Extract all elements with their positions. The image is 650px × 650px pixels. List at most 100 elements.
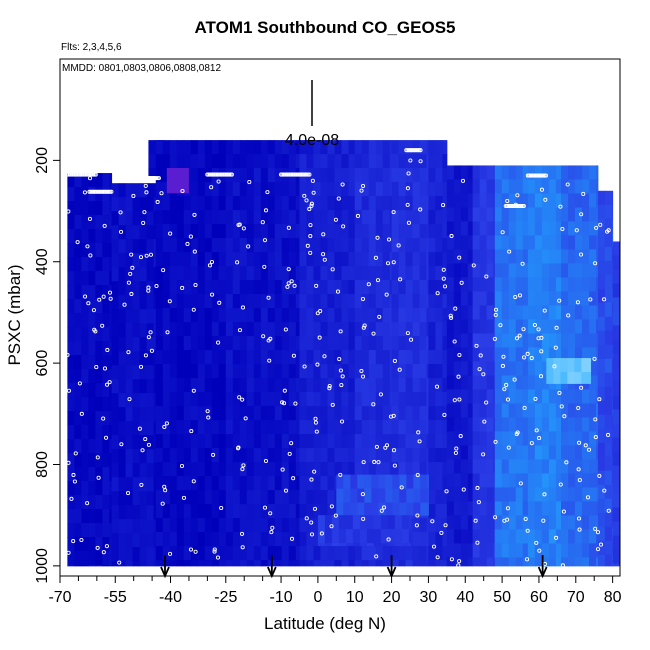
heatmap-cell: [604, 554, 613, 567]
heatmap-cell: [405, 280, 414, 295]
heatmap-cell: [460, 403, 469, 418]
heatmap-cell: [253, 168, 262, 183]
heatmap-cell: [88, 327, 96, 342]
heatmap-cell: [541, 557, 550, 567]
heatmap-cell: [501, 501, 510, 516]
heatmap-cell: [428, 406, 436, 421]
heatmap-cell: [546, 358, 554, 373]
heatmap-cell: [479, 375, 488, 390]
heatmap-cell: [260, 196, 269, 211]
heatmap-cell: [412, 238, 421, 253]
heatmap-cell: [354, 420, 363, 435]
heatmap-cell: [582, 291, 590, 306]
heatmap-cell: [555, 403, 562, 418]
heatmap-cell: [125, 351, 134, 366]
heatmap-cell: [197, 476, 206, 491]
heatmap-cell: [239, 336, 248, 351]
heatmap-cell: [190, 294, 199, 309]
heatmap-cell: [597, 456, 606, 472]
heatmap-cell: [334, 238, 342, 253]
sample-point: [594, 225, 599, 230]
flight-level-point: [216, 172, 222, 177]
heatmap-cell: [582, 515, 590, 530]
heatmap-cell: [453, 165, 462, 180]
heatmap-cell: [81, 215, 89, 230]
heatmap-cell: [341, 140, 349, 155]
heatmap-cell: [412, 532, 421, 547]
heatmap-cell: [288, 140, 297, 155]
heatmap-cell: [162, 532, 171, 547]
heatmap-cell: [534, 361, 543, 376]
heatmap-cell: [541, 319, 550, 334]
heatmap-cell: [428, 378, 436, 393]
heatmap-cell: [169, 336, 178, 351]
sample-point: [360, 492, 365, 497]
heatmap-cell: [412, 378, 421, 393]
heatmap-cell: [354, 224, 363, 239]
flight-level-point: [82, 172, 87, 177]
heatmap-cell: [211, 476, 220, 491]
heatmap-cell: [239, 518, 248, 533]
sample-point: [164, 421, 169, 426]
heatmap-cell: [125, 505, 134, 520]
heatmap-cell: [597, 540, 606, 556]
sample-point: [439, 530, 444, 535]
heatmap-cell: [211, 448, 220, 463]
heatmap-cell: [427, 502, 429, 516]
heatmap-cell: [391, 210, 400, 225]
heatmap-cell: [534, 459, 543, 474]
sample-point: [337, 357, 342, 362]
heatmap-cell: [596, 277, 599, 292]
heatmap-cell: [253, 462, 262, 477]
heatmap-cell: [338, 515, 347, 530]
heatmap-cell: [479, 515, 488, 530]
heatmap-cell: [501, 249, 510, 264]
heatmap-cell: [534, 179, 543, 194]
sample-point: [449, 233, 454, 239]
heatmap-cell: [239, 350, 248, 365]
heatmap-cell: [169, 364, 178, 379]
sample-point: [305, 243, 310, 248]
heatmap-cell: [95, 425, 103, 440]
heatmap-cell: [442, 532, 448, 547]
heatmap-cell: [597, 232, 606, 248]
heatmap-cell: [183, 532, 192, 547]
heatmap-cell: [225, 392, 234, 407]
heatmap-cell: [109, 299, 113, 314]
heatmap-cell: [295, 392, 300, 407]
heatmap-cell: [555, 529, 562, 544]
heatmap-cell: [472, 193, 481, 208]
heatmap-cell: [155, 308, 164, 323]
heatmap-cell: [391, 224, 400, 239]
heatmap-cell: [288, 546, 297, 561]
heatmap-cell: [398, 560, 407, 567]
heatmap-cell: [341, 392, 349, 407]
heatmap-cell: [612, 381, 621, 396]
heatmap-cell: [375, 266, 384, 281]
heatmap-cell: [274, 238, 283, 253]
heatmap-cell: [246, 364, 255, 379]
sample-point: [282, 388, 287, 393]
heatmap-cell: [493, 543, 496, 558]
heatmap-cell: [169, 378, 178, 393]
sample-point: [83, 294, 88, 299]
heatmap-cell: [548, 501, 557, 516]
heatmap-cell: [527, 235, 536, 250]
sample-point: [575, 300, 580, 305]
heatmap-cell: [306, 308, 314, 323]
heatmap-cell: [239, 252, 248, 267]
heatmap-cell: [204, 364, 213, 379]
heatmap-cell: [169, 210, 178, 225]
heatmap-cell: [313, 560, 321, 567]
heatmap-cell: [494, 375, 503, 390]
heatmap-cell: [246, 392, 255, 407]
sample-point: [122, 302, 127, 307]
sample-point: [307, 207, 312, 212]
heatmap-cell: [527, 529, 536, 544]
sample-point: [159, 191, 164, 196]
heatmap-cell: [486, 193, 495, 208]
heatmap-cell: [596, 459, 599, 474]
sample-point: [261, 334, 266, 339]
heatmap-cell: [611, 246, 614, 262]
heatmap-cell: [320, 336, 328, 351]
